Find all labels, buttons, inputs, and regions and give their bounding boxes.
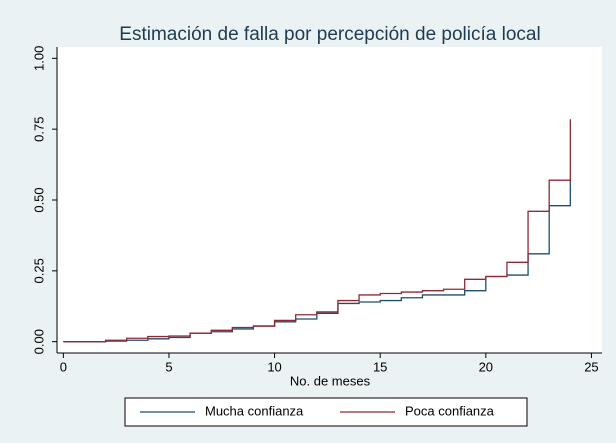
x-tick-label: 5 <box>165 359 172 374</box>
y-tick-label: 0.25 <box>31 258 46 283</box>
x-tick-label: 10 <box>267 359 281 374</box>
x-axis-label: No. de meses <box>290 373 371 388</box>
legend-label: Poca confianza <box>405 403 495 418</box>
plot-area <box>57 47 602 353</box>
y-tick-label: 0.50 <box>31 187 46 212</box>
legend-label: Mucha confianza <box>205 403 304 418</box>
x-tick-label: 0 <box>60 359 67 374</box>
x-tick-label: 20 <box>479 359 493 374</box>
chart-title: Estimación de falla por percepción de po… <box>119 24 540 45</box>
series-line <box>63 119 571 343</box>
y-tick-label: 0.00 <box>31 329 46 354</box>
y-tick-label: 1.00 <box>31 46 46 71</box>
x-tick-label: 25 <box>584 359 598 374</box>
x-tick-label: 15 <box>373 359 387 374</box>
y-tick-label: 0.75 <box>31 117 46 142</box>
